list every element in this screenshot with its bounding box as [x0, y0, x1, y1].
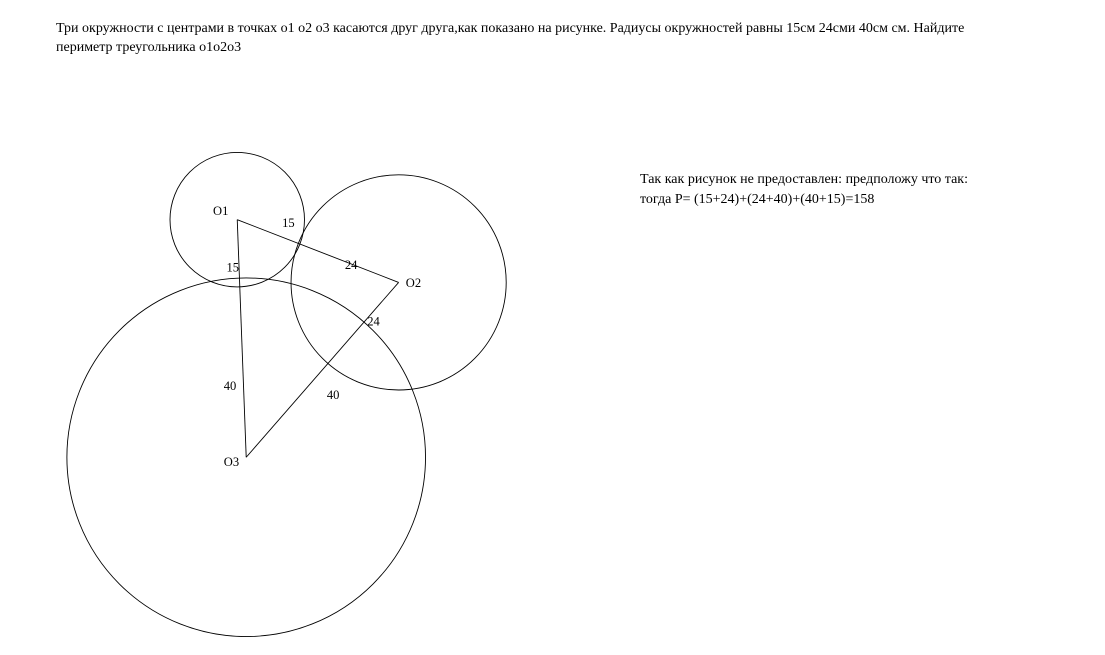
seg-label-0: 15	[282, 216, 295, 230]
seg-label-4: 24	[367, 314, 380, 328]
edge-o1-o2	[237, 220, 398, 283]
label-o2: O2	[406, 276, 421, 290]
seg-label-3: 40	[224, 379, 237, 393]
seg-label-1: 24	[345, 258, 358, 272]
label-o3: O3	[224, 455, 239, 469]
problem-line-2: периметр треугольника o1o2o3	[56, 40, 241, 55]
problem-line-1: Три окружности с центрами в точках o1 o2…	[56, 21, 964, 36]
geometry-diagram: O1 O2 O3 15 24 15 40 24 40	[40, 130, 560, 650]
page-root: Три окружности с центрами в точках o1 o2…	[0, 0, 1105, 651]
answer-block: Так как рисунок не предоставлен: предпол…	[640, 170, 1060, 209]
seg-label-2: 15	[226, 261, 239, 275]
edge-o2-o3	[246, 282, 398, 457]
problem-statement: Три окружности с центрами в точках o1 o2…	[56, 20, 1046, 58]
label-o1: O1	[213, 204, 228, 218]
circle-o3	[67, 278, 426, 637]
seg-label-5: 40	[327, 388, 340, 402]
answer-line-1: Так как рисунок не предоставлен: предпол…	[640, 172, 968, 187]
diagram-svg: O1 O2 O3 15 24 15 40 24 40	[40, 130, 560, 650]
answer-line-2: тогда P= (15+24)+(24+40)+(40+15)=158	[640, 192, 874, 207]
edge-o3-o1	[237, 220, 246, 458]
